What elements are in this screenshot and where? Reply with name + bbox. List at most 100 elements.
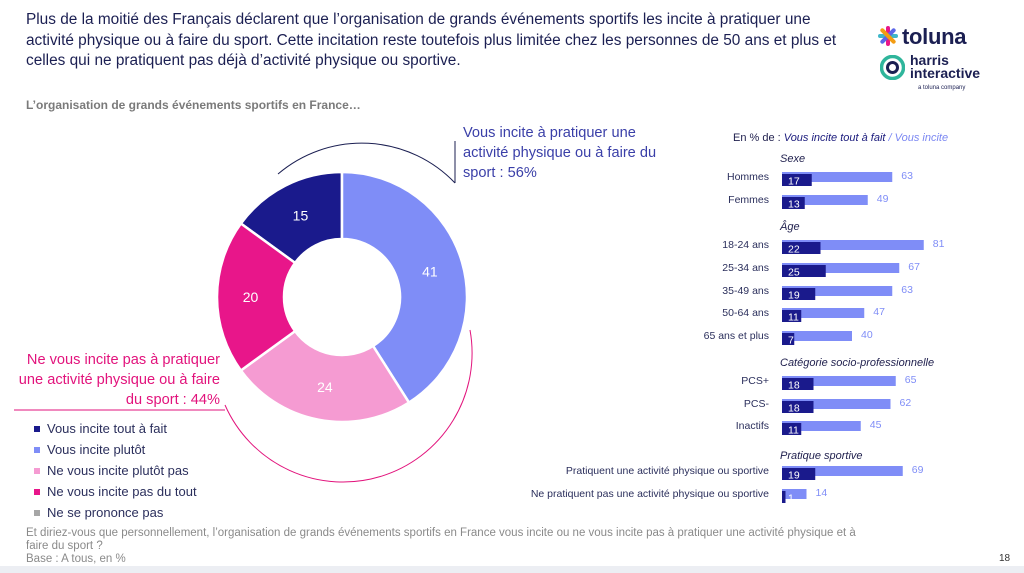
- bar-vous-incite: [782, 466, 903, 476]
- chart-legend: Vous incite tout à fait Vous incite plutô…: [34, 418, 197, 523]
- bar-vous-incite-value: 67: [908, 261, 920, 273]
- bottom-strip: [0, 566, 1024, 573]
- bar-category-label: 35-49 ans: [722, 285, 769, 297]
- page-number: 18: [999, 553, 1011, 564]
- bars-header-dark: Vous incite tout à fait: [783, 132, 886, 144]
- bar-vous-incite-value: 65: [905, 374, 917, 386]
- bar-tout-a-fait: [782, 310, 802, 322]
- legend-item: Ne vous incite plutôt pas: [34, 460, 197, 481]
- donut-slice: [215, 221, 297, 373]
- legend-swatch: [34, 467, 40, 474]
- bar-tout-a-fait-value: 19: [788, 290, 800, 302]
- legend-item: Ne vous incite pas du tout: [34, 481, 197, 502]
- bar-tout-a-fait-value: 25: [788, 267, 800, 279]
- bar-group-title: Âge: [779, 220, 800, 233]
- bar-tout-a-fait: [782, 242, 821, 254]
- bar-tout-a-fait-value: 11: [788, 312, 799, 324]
- bar-tout-a-fait: [782, 174, 812, 186]
- bars-header: En % de : Vous incite tout à fait / Vous…: [733, 132, 948, 144]
- bar-tout-a-fait: [782, 401, 814, 413]
- bar-vous-incite-value: 81: [933, 238, 945, 250]
- legend-swatch: [34, 509, 40, 516]
- bar-vous-incite-value: 49: [877, 193, 889, 205]
- bar-vous-incite: [782, 399, 891, 409]
- bar-tout-a-fait: [782, 468, 816, 480]
- bar-vous-incite: [782, 172, 893, 182]
- bar-category-label: Pratiquent une activité physique ou spor…: [566, 465, 769, 477]
- bar-category-label: 50-64 ans: [722, 307, 769, 319]
- company-logo: toluna harris interactive a toluna compa…: [878, 22, 998, 102]
- harris-wordmark: harris: [910, 52, 949, 68]
- headline: Plus de la moitié des Français déclarent…: [26, 11, 837, 69]
- legend-item: Vous incite tout à fait: [34, 418, 197, 439]
- callout-incite: Vous incite à pratiquer une activité phy…: [463, 125, 657, 181]
- legend-swatch: [34, 425, 40, 432]
- donut-slice: [239, 329, 411, 424]
- legend-label: Ne se prononce pas: [47, 505, 164, 520]
- bar-tout-a-fait-value: 22: [788, 244, 800, 256]
- bar-vous-incite-value: 69: [912, 464, 924, 476]
- bar-tout-a-fait: [782, 333, 795, 345]
- logo-tagline: a toluna company: [918, 85, 966, 91]
- harris-interactive-mark-icon: [880, 55, 905, 80]
- bar-vous-incite-value: 14: [816, 487, 828, 499]
- bar-tout-a-fait-value: 19: [788, 470, 800, 482]
- bar-category-label: Hommes: [727, 171, 769, 183]
- bar-category-label: PCS+: [741, 375, 769, 387]
- bar-vous-incite: [782, 489, 807, 499]
- callout-ne-incite-pas-arc: [224, 329, 473, 483]
- bar-tout-a-fait-value: 18: [788, 403, 800, 415]
- bar-vous-incite: [782, 195, 868, 205]
- bar-tout-a-fait-value: 13: [788, 199, 800, 211]
- bar-tout-a-fait-value: 17: [788, 176, 800, 188]
- callout-ne-incite-pas: Ne vous incite pas à pratiquer une activ…: [18, 352, 220, 408]
- legend-label: Vous incite plutôt: [47, 442, 146, 457]
- bar-group-title: Pratique sportive: [780, 450, 863, 462]
- bar-vous-incite: [782, 331, 852, 341]
- legend-label: Ne vous incite pas du tout: [47, 484, 197, 499]
- bar-vous-incite: [782, 376, 896, 386]
- bar-group-title: Catégorie socio-professionnelle: [780, 357, 934, 369]
- bar-tout-a-fait: [782, 378, 814, 390]
- bar-tout-a-fait-value: 11: [788, 425, 799, 437]
- chart-subtitle: L’organisation de grands événements spor…: [26, 98, 361, 112]
- legend-swatch: [34, 488, 40, 495]
- legend-item: Vous incite plutôt: [34, 439, 197, 460]
- legend-swatch: [34, 446, 40, 453]
- bar-category-label: 18-24 ans: [722, 239, 769, 251]
- bar-vous-incite: [782, 308, 865, 318]
- bar-vous-incite: [782, 240, 924, 250]
- bar-tout-a-fait-value: 1: [788, 493, 794, 505]
- bars-header-sep: /: [885, 132, 895, 144]
- donut-slice-label: 15: [293, 207, 309, 223]
- toluna-wordmark: toluna: [902, 24, 967, 49]
- footer-question: Et diriez-vous que personnellement, l’or…: [26, 527, 856, 552]
- bar-tout-a-fait: [782, 197, 805, 209]
- donut-slice-label: 20: [243, 289, 259, 305]
- legend-label: Ne vous incite plutôt pas: [47, 463, 189, 478]
- bar-tout-a-fait: [782, 423, 802, 435]
- bars-header-prefix: En % de :: [733, 132, 784, 144]
- legend-item: Ne se prononce pas: [34, 502, 197, 523]
- bar-vous-incite: [782, 286, 893, 296]
- donut-slice-label: 24: [317, 379, 333, 395]
- bar-vous-incite-value: 47: [873, 306, 885, 318]
- bar-vous-incite-value: 63: [901, 170, 913, 182]
- donut-slice-label: 41: [422, 263, 438, 279]
- bar-tout-a-fait: [782, 491, 786, 503]
- callout-incite-arc: [277, 142, 456, 184]
- bar-vous-incite-value: 63: [901, 284, 913, 296]
- legend-label: Vous incite tout à fait: [47, 421, 167, 436]
- bars-header-light: Vous incite: [894, 132, 949, 144]
- bar-category-label: 65 ans et plus: [704, 330, 769, 342]
- bar-tout-a-fait: [782, 265, 826, 277]
- toluna-star-icon: [878, 26, 898, 46]
- bar-category-label: Inactifs: [736, 420, 769, 432]
- footer-base: Base : A tous, en %: [26, 553, 126, 565]
- bar-vous-incite: [782, 263, 900, 273]
- bar-vous-incite: [782, 421, 861, 431]
- bar-category-label: Femmes: [728, 194, 769, 206]
- bar-vous-incite-value: 45: [870, 419, 882, 431]
